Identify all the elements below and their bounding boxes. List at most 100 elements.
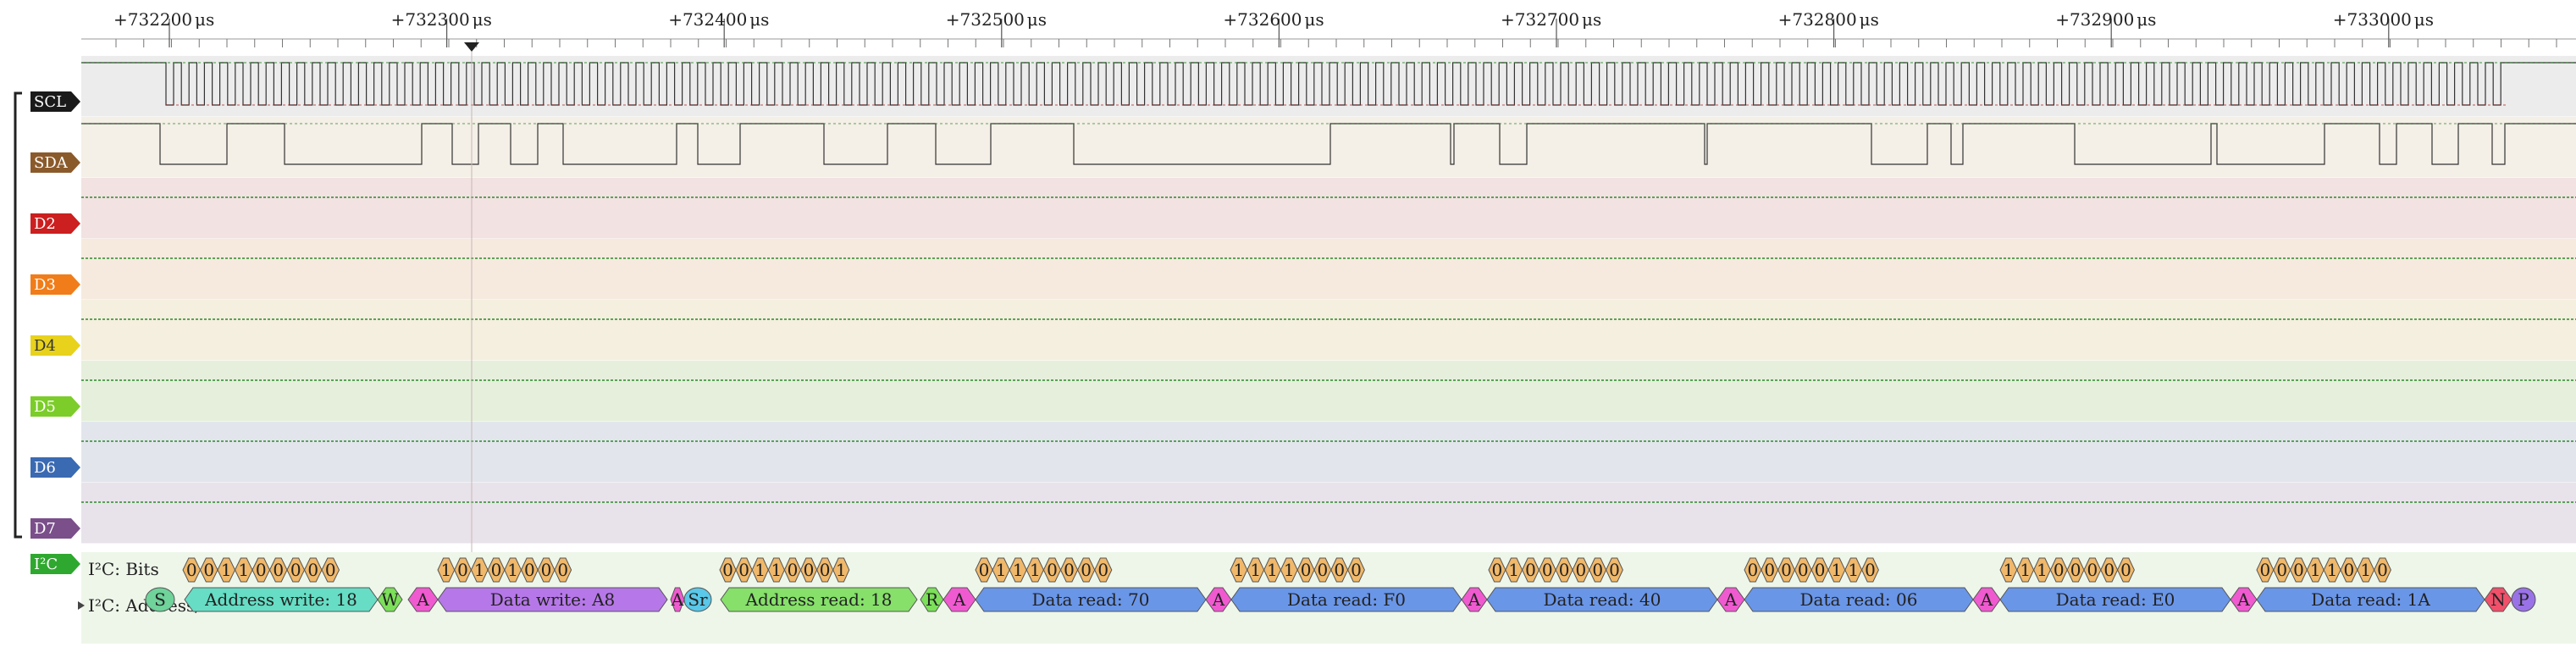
channel-group-bracket[interactable] [14,91,22,539]
channel-row-d5: D5 [30,361,2576,423]
annotation-ack[interactable]: A [1972,587,2001,612]
bit-cell[interactable]: 0 [1777,557,1795,583]
pill-label: 0 [1081,560,1092,580]
bit-cell[interactable]: 1 [1247,557,1265,583]
annotation-start[interactable]: S [145,587,175,612]
bit-cell[interactable]: 0 [1296,557,1315,583]
bit-cell[interactable]: 1 [1505,557,1523,583]
bit-cell[interactable]: 0 [2083,557,2102,583]
channel-row-background [81,178,2576,239]
bit-cell[interactable]: 0 [199,557,218,583]
channel-tag-d7[interactable]: D7 [30,518,80,539]
bit-cell[interactable]: 0 [975,557,993,583]
decoder-expand-icon[interactable] [78,601,85,610]
channel-tag-label: D2 [34,215,56,233]
cursor-marker-icon[interactable] [464,42,479,52]
channel-tag-d2[interactable]: D2 [30,213,80,234]
bit-cell[interactable]: 0 [735,557,753,583]
annotation-data-read[interactable]: Data read: F0 [1230,587,1462,612]
bit-cell[interactable]: 0 [1488,557,1506,583]
bit-cell[interactable]: 1 [2016,557,2035,583]
bit-cell[interactable]: 1 [2357,557,2375,583]
bit-cell[interactable]: 1 [2033,557,2051,583]
bit-cell[interactable]: 0 [2066,557,2085,583]
bit-cell[interactable]: 0 [252,557,271,583]
bit-cell[interactable]: 0 [537,557,556,583]
bit-cell[interactable]: 1 [767,557,785,583]
channel-tag-shape [30,335,80,356]
annotation-addr-read[interactable]: Address read: 18 [720,587,918,612]
bit-cell[interactable]: 0 [2117,557,2135,583]
bit-cell[interactable]: 0 [2100,557,2119,583]
bit-cell[interactable]: 1 [217,557,236,583]
bit-cell[interactable]: 0 [1522,557,1540,583]
bit-cell[interactable]: 1 [470,557,489,583]
bit-cell[interactable]: 0 [554,557,572,583]
bit-cell[interactable]: 0 [1555,557,1573,583]
bit-cell[interactable]: 0 [1094,557,1113,583]
bit-cell[interactable]: 1 [504,557,522,583]
bit-cell[interactable]: 0 [2340,557,2358,583]
bit-cell[interactable]: 0 [520,557,539,583]
bit-cell[interactable]: 0 [816,557,834,583]
annotation-data-read[interactable]: Data read: 40 [1486,587,1718,612]
annotation-stop[interactable]: P [2511,587,2536,612]
annotation-ack[interactable]: A [1461,587,1488,612]
bit-cell[interactable]: 1 [1844,557,1863,583]
bit-cell[interactable]: 1 [751,557,769,583]
annotation-ack[interactable]: A [2230,587,2258,612]
channel-tag-d4[interactable]: D4 [30,335,80,356]
annotation-data-read[interactable]: Data read: E0 [1999,587,2231,612]
channel-row-background [81,300,2576,361]
bit-cell[interactable]: 1 [2323,557,2341,583]
bit-cell[interactable]: 0 [1761,557,1779,583]
annotation-data-read[interactable]: Data read: 70 [975,587,1207,612]
annotation-addr-write[interactable]: Address write: 18 [184,587,379,612]
annotation-ack[interactable]: A [670,587,685,612]
channel-tag-d6[interactable]: D6 [30,457,80,478]
decoder-tag[interactable]: I²C [30,554,80,574]
channel-tag-d3[interactable]: D3 [30,274,80,295]
annotation-ack[interactable]: A [407,587,439,612]
bit-cell[interactable]: 1 [832,557,850,583]
pill-label: A [1980,589,1993,610]
channel-tag-scl[interactable]: SCL [30,91,80,112]
bit-cell[interactable]: 0 [783,557,802,583]
bit-cell[interactable]: 0 [1744,557,1762,583]
annotation-data-read[interactable]: Data read: 06 [1744,587,1974,612]
channel-tag-d5[interactable]: D5 [30,396,80,417]
bit-cell[interactable]: 0 [2256,557,2275,583]
bit-cell[interactable]: 1 [992,557,1010,583]
ruler-tick-label: +732800 [1778,9,1857,30]
bit-cell[interactable]: 0 [1347,557,1365,583]
bit-cell[interactable]: 0 [1861,557,1879,583]
bit-cell[interactable]: 0 [1606,557,1623,583]
bit-cell[interactable]: 0 [1794,557,1812,583]
bit-cell[interactable]: 0 [303,557,323,583]
bit-cell[interactable]: 1 [2306,557,2324,583]
pill-label: 0 [186,560,197,580]
annotation-repeat-start[interactable]: Sr [683,587,712,612]
bit-cell[interactable]: 1 [1999,557,2018,583]
bit-cell[interactable]: 1 [1025,557,1044,583]
bit-cell[interactable]: 0 [2374,557,2391,583]
channel-tag-sda[interactable]: SDA [30,152,80,173]
bit-cell[interactable]: 1 [1280,557,1298,583]
bit-cell[interactable]: 0 [2049,557,2068,583]
bit-cell[interactable]: 0 [321,557,340,583]
annotation-data-write[interactable]: Data write: A8 [437,587,668,612]
bit-cell[interactable]: 0 [1589,557,1607,583]
annotation-ack[interactable]: A [943,587,976,612]
annotation-data-read[interactable]: Data read: 1A [2256,587,2485,612]
time-ruler[interactable]: +732200 μs +732300 μs +732400 μs +732500 μs +732… [0,0,2576,52]
bit-cell[interactable]: 0 [1810,557,1829,583]
bit-cell[interactable]: 0 [2290,557,2308,583]
pill-label: 0 [820,560,831,580]
pill-shape [145,587,175,612]
annotation-rw[interactable]: W [377,587,403,612]
annotation-ack[interactable]: A [1205,587,1232,612]
bit-cell[interactable]: 1 [1009,557,1027,583]
bit-cell[interactable]: 0 [182,557,202,583]
bit-cell[interactable]: 0 [1077,557,1096,583]
